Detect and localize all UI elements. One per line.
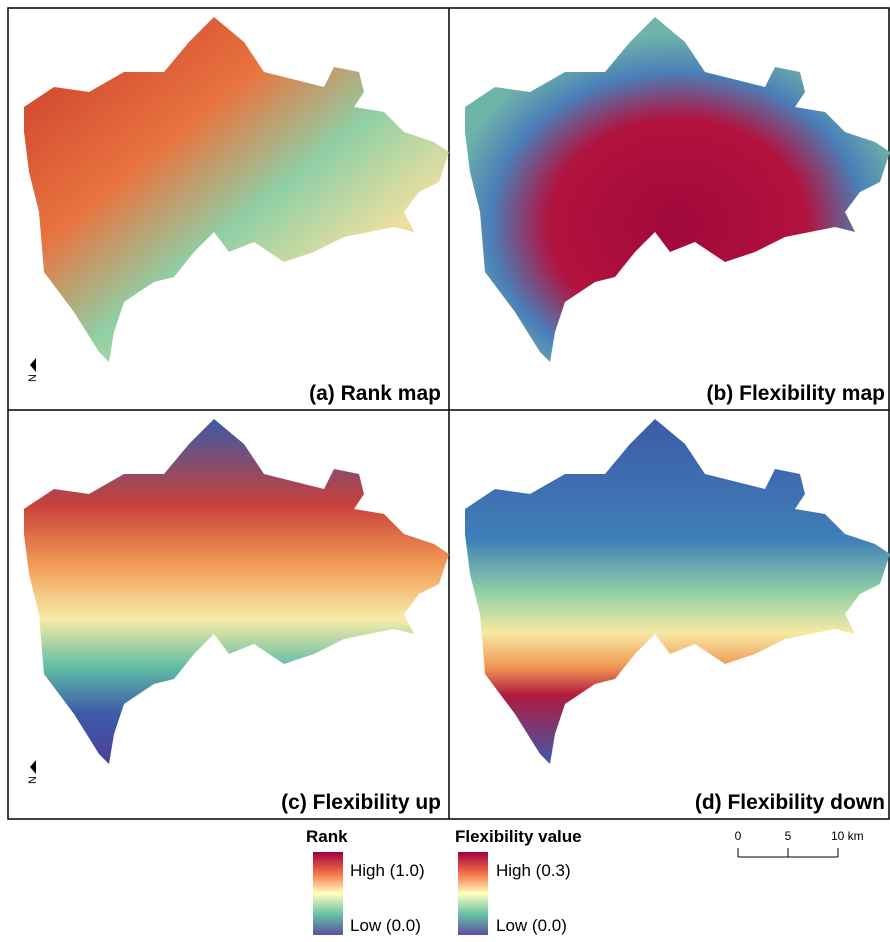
north-arrow: N bbox=[27, 358, 39, 382]
scale-bar bbox=[738, 848, 838, 857]
north-label: N bbox=[27, 776, 39, 784]
legend-label: High (1.0) bbox=[350, 861, 425, 880]
legend-title: Rank bbox=[306, 827, 348, 846]
panel-label: (c) Flexibility up bbox=[281, 791, 441, 814]
scale-label: 5 bbox=[785, 829, 792, 843]
color-bar bbox=[458, 852, 488, 935]
north-label: N bbox=[27, 374, 39, 382]
map-c bbox=[24, 419, 449, 764]
legend-label: Low (0.0) bbox=[496, 916, 567, 935]
map-d bbox=[465, 419, 890, 764]
legend-label: High (0.3) bbox=[496, 861, 571, 880]
north-arrow: N bbox=[27, 760, 39, 784]
legend-title: Flexibility value bbox=[455, 827, 582, 846]
panel-label: (a) Rank map bbox=[309, 382, 441, 405]
map-a bbox=[24, 17, 449, 362]
color-bar bbox=[313, 852, 343, 935]
legend-label: Low (0.0) bbox=[350, 916, 421, 935]
map-b bbox=[465, 17, 890, 362]
scale-label: 10 km bbox=[831, 829, 864, 843]
figure: N N (a) Rank map (b) Flexibility map (c)… bbox=[0, 0, 890, 937]
panel-label: (d) Flexibility down bbox=[695, 791, 885, 814]
panel-label: (b) Flexibility map bbox=[706, 382, 885, 405]
scale-label: 0 bbox=[735, 829, 742, 843]
